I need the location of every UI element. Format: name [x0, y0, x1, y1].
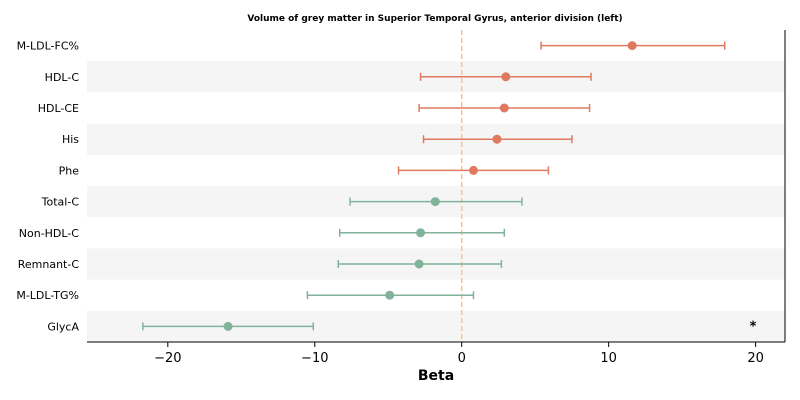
- beta-point: [499, 103, 509, 113]
- row-label: M-LDL-FC%: [17, 40, 79, 53]
- row-label: His: [62, 133, 79, 146]
- row-label: Non-HDL-C: [19, 227, 80, 240]
- row-label: HDL-C: [45, 71, 80, 84]
- row-label: Total-C: [41, 196, 80, 209]
- forest-row: HDL-CE: [38, 102, 591, 115]
- row-label: Phe: [59, 164, 80, 177]
- x-axis-label: Beta: [418, 368, 454, 384]
- beta-point: [492, 134, 502, 144]
- forest-row: Total-C: [41, 196, 523, 209]
- forest-row: Remnant-C: [18, 258, 503, 271]
- beta-point: [430, 197, 440, 207]
- beta-point: [468, 165, 478, 175]
- beta-point: [416, 228, 426, 238]
- beta-point: [385, 290, 395, 300]
- forest-row: His: [62, 133, 573, 146]
- significance-marker: *: [750, 319, 757, 334]
- row-label: HDL-CE: [38, 102, 79, 115]
- forest-row: Non-HDL-C: [19, 227, 506, 240]
- row-label: Remnant-C: [18, 258, 80, 271]
- beta-point: [223, 321, 233, 331]
- x-tick-label: 20: [747, 351, 764, 366]
- forest-row: HDL-C: [45, 71, 592, 84]
- forest-row: Phe: [59, 164, 550, 177]
- row-label: GlycA: [47, 320, 79, 333]
- beta-point: [627, 41, 637, 51]
- forest-row: GlycA *: [47, 319, 756, 334]
- row-label: M-LDL-TG%: [16, 289, 79, 302]
- forest-row: M-LDL-FC%: [17, 40, 726, 53]
- beta-point: [501, 72, 511, 82]
- rows: M-LDL-FC% HDL-C HDL-CE His Phe Total-C Non-HDL…: [16, 40, 756, 335]
- forest-row: M-LDL-TG%: [16, 289, 475, 302]
- beta-point: [414, 259, 424, 269]
- axes: −20 −10 0 10 20: [87, 30, 786, 366]
- x-tick-label: 0: [458, 351, 466, 366]
- x-tick-label: 10: [600, 351, 617, 366]
- chart-title: Volume of grey matter in Superior Tempor…: [247, 14, 622, 24]
- x-tick-label: −20: [154, 351, 181, 366]
- x-tick-label: −10: [301, 351, 328, 366]
